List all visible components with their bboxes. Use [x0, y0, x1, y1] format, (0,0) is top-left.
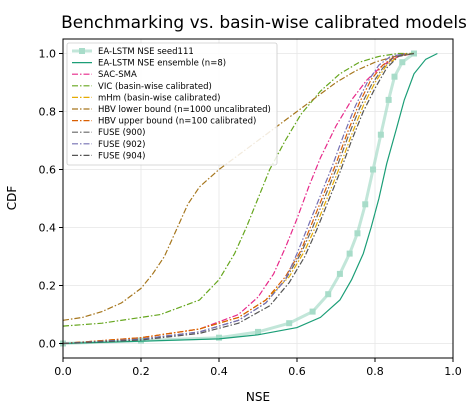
legend-entry: SAC-SMA [72, 70, 137, 80]
series-point [216, 334, 222, 341]
legend: EA-LSTM NSE seed111 EA-LSTM NSE ensemble … [66, 42, 278, 166]
legend-label: VIC (basin-wise calibrated) [98, 82, 212, 92]
series-layer [60, 50, 438, 347]
legend-label: EA-LSTM NSE ensemble (n=8) [98, 59, 226, 69]
y-tick-label: 0.0 [39, 338, 57, 351]
series-point [391, 73, 398, 80]
chart-title: Benchmarking vs. basin-wise calibrated m… [61, 13, 467, 33]
series-point [399, 59, 406, 66]
series-7 [62, 52, 411, 345]
legend-entry: FUSE (904) [72, 151, 145, 161]
y-tick-label: 0.8 [39, 106, 57, 119]
x-axis-label: NSE [246, 390, 270, 404]
plot-frame [62, 38, 454, 359]
series-line [62, 52, 415, 321]
y-tick-label: 0.2 [39, 280, 57, 293]
legend-label: FUSE (900) [98, 128, 145, 138]
series-line [62, 52, 414, 327]
series-5 [62, 52, 415, 321]
series-point [362, 201, 369, 208]
legend-entry: mHm (basin-wise calibrated) [72, 93, 220, 103]
series-line [62, 52, 407, 345]
legend-label: FUSE (902) [98, 140, 145, 150]
legend-entry: HBV lower bound (n=1000 uncalibrated) [72, 105, 271, 115]
legend-entry: VIC (basin-wise calibrated) [72, 82, 212, 92]
x-axis: 0.0 0.2 0.4 0.6 0.8 1.0 [54, 358, 462, 378]
series-6 [62, 52, 407, 345]
legend-label: mHm (basin-wise calibrated) [98, 93, 220, 103]
series-8 [62, 52, 407, 345]
legend-label: HBV upper bound (n=100 calibrated) [98, 117, 256, 127]
series-point [377, 131, 384, 138]
series-point [336, 270, 343, 277]
legend-marker [79, 48, 85, 54]
y-axis-label: CDF [5, 186, 19, 211]
series-2 [62, 52, 415, 345]
x-tick-label: 0.2 [132, 365, 150, 378]
series-line [62, 52, 411, 345]
series-3 [62, 52, 414, 327]
x-tick-label: 1.0 [444, 365, 462, 378]
series-line [62, 52, 438, 345]
series-line [62, 52, 415, 345]
y-tick-label: 1.0 [39, 48, 57, 61]
series-point [385, 96, 392, 103]
series-point [309, 308, 316, 315]
legend-label: EA-LSTM NSE seed111 [98, 47, 194, 57]
legend-entry: EA-LSTM NSE seed111 [72, 47, 194, 57]
legend-box [66, 42, 278, 166]
y-axis: 0.0 0.2 0.4 0.6 0.8 1.0 [39, 48, 63, 351]
y-tick-label: 0.6 [39, 164, 57, 177]
series-point [354, 230, 361, 237]
series-1 [62, 52, 438, 345]
series-point [346, 250, 353, 257]
series-point [370, 166, 377, 173]
series-line [62, 52, 407, 345]
x-tick-label: 0.0 [54, 365, 72, 378]
x-tick-label: 0.4 [210, 365, 228, 378]
y-tick-label: 0.4 [39, 222, 57, 235]
x-tick-label: 0.8 [366, 365, 384, 378]
legend-entry: FUSE (900) [72, 128, 145, 138]
legend-label: SAC-SMA [98, 70, 137, 80]
series-point [325, 291, 332, 298]
series-point [255, 328, 261, 335]
x-tick-label: 0.6 [288, 365, 306, 378]
legend-label: FUSE (904) [98, 151, 145, 161]
legend-entry: HBV upper bound (n=100 calibrated) [72, 117, 256, 127]
series-point [286, 320, 293, 327]
legend-entry: EA-LSTM NSE ensemble (n=8) [72, 59, 226, 69]
legend-entry: FUSE (902) [72, 140, 145, 150]
legend-label: HBV lower bound (n=1000 uncalibrated) [98, 105, 271, 115]
